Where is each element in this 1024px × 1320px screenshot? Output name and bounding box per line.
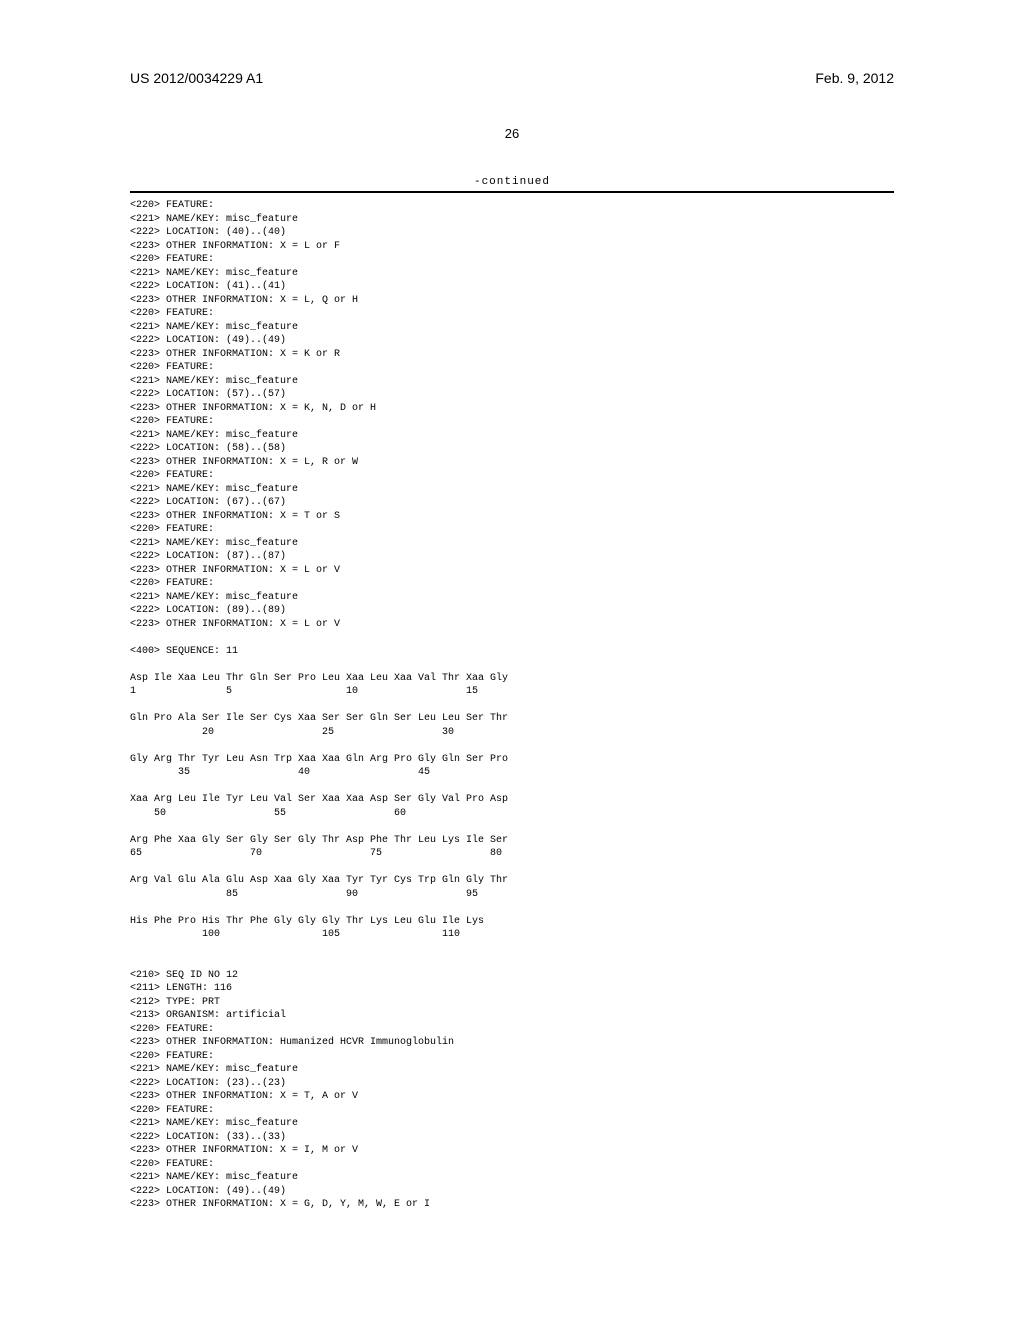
- feature-line: <221> NAME/KEY: misc_feature: [130, 1064, 298, 1075]
- feature-line: <223> OTHER INFORMATION: X = T, A or V: [130, 1091, 358, 1102]
- feature-line: <223> OTHER INFORMATION: X = G, D, Y, M,…: [130, 1199, 430, 1210]
- pub-date: Feb. 9, 2012: [815, 70, 894, 86]
- feature-line: <223> OTHER INFORMATION: X = L or F: [130, 241, 340, 252]
- feature-line: <222> LOCATION: (49)..(49): [130, 1186, 286, 1197]
- feature-line: <220> FEATURE:: [130, 416, 214, 427]
- page-container: US 2012/0034229 A1 Feb. 9, 2012 26 -cont…: [0, 0, 1024, 1252]
- feature-line: <223> OTHER INFORMATION: X = K or R: [130, 349, 340, 360]
- feature-line: <220> FEATURE:: [130, 1159, 214, 1170]
- feature-line: <221> NAME/KEY: misc_feature: [130, 484, 298, 495]
- feature-line: <222> LOCATION: (89)..(89): [130, 605, 286, 616]
- feature-line: <220> FEATURE:: [130, 254, 214, 265]
- feature-line: <221> NAME/KEY: misc_feature: [130, 214, 298, 225]
- feature-line: <222> LOCATION: (33)..(33): [130, 1132, 286, 1143]
- pub-number: US 2012/0034229 A1: [130, 70, 263, 86]
- feature-line: <223> OTHER INFORMATION: X = L, R or W: [130, 457, 358, 468]
- seq12-line: <220> FEATURE:: [130, 1024, 214, 1035]
- feature-line: <223> OTHER INFORMATION: X = T or S: [130, 511, 340, 522]
- seq-aa: Xaa Arg Leu Ile Tyr Leu Val Ser Xaa Xaa …: [130, 794, 508, 805]
- page-number: 26: [130, 126, 894, 141]
- feature-line: <220> FEATURE:: [130, 524, 214, 535]
- seq-aa: His Phe Pro His Thr Phe Gly Gly Gly Thr …: [130, 916, 484, 927]
- feature-line: <220> FEATURE:: [130, 1051, 214, 1062]
- seq-aa: Gln Pro Ala Ser Ile Ser Cys Xaa Ser Ser …: [130, 713, 508, 724]
- continued-label: -continued: [130, 176, 894, 188]
- sequence-header: <400> SEQUENCE: 11: [130, 646, 238, 657]
- seq12-line: <210> SEQ ID NO 12: [130, 970, 238, 981]
- seq-nums: 1 5 10 15: [130, 686, 478, 697]
- seq-aa: Asp Ile Xaa Leu Thr Gln Ser Pro Leu Xaa …: [130, 673, 508, 684]
- feature-line: <221> NAME/KEY: misc_feature: [130, 430, 298, 441]
- feature-line: <220> FEATURE:: [130, 470, 214, 481]
- feature-line: <220> FEATURE:: [130, 200, 214, 211]
- feature-line: <223> OTHER INFORMATION: X = L, Q or H: [130, 295, 358, 306]
- feature-line: <223> OTHER INFORMATION: X = I, M or V: [130, 1145, 358, 1156]
- seq-aa: Arg Val Glu Ala Glu Asp Xaa Gly Xaa Tyr …: [130, 875, 508, 886]
- feature-line: <222> LOCATION: (58)..(58): [130, 443, 286, 454]
- feature-line: <220> FEATURE:: [130, 1105, 214, 1116]
- feature-line: <222> LOCATION: (87)..(87): [130, 551, 286, 562]
- feature-line: <222> LOCATION: (49)..(49): [130, 335, 286, 346]
- seq12-line: <213> ORGANISM: artificial: [130, 1010, 286, 1021]
- seq12-line: <212> TYPE: PRT: [130, 997, 220, 1008]
- feature-line: <222> LOCATION: (67)..(67): [130, 497, 286, 508]
- seq-aa: Arg Phe Xaa Gly Ser Gly Ser Gly Thr Asp …: [130, 835, 508, 846]
- seq-nums: 85 90 95: [130, 889, 478, 900]
- feature-line: <221> NAME/KEY: misc_feature: [130, 592, 298, 603]
- feature-line: <223> OTHER INFORMATION: X = K, N, D or …: [130, 403, 376, 414]
- feature-line: <221> NAME/KEY: misc_feature: [130, 1172, 298, 1183]
- feature-line: <221> NAME/KEY: misc_feature: [130, 376, 298, 387]
- feature-line: <221> NAME/KEY: misc_feature: [130, 268, 298, 279]
- page-header: US 2012/0034229 A1 Feb. 9, 2012: [130, 70, 894, 86]
- seq-nums: 35 40 45: [130, 767, 430, 778]
- seq-nums: 100 105 110: [130, 929, 460, 940]
- feature-line: <221> NAME/KEY: misc_feature: [130, 1118, 298, 1129]
- feature-line: <222> LOCATION: (57)..(57): [130, 389, 286, 400]
- sequence-listing-content: <220> FEATURE: <221> NAME/KEY: misc_feat…: [130, 199, 894, 1212]
- seq12-line: <223> OTHER INFORMATION: Humanized HCVR …: [130, 1037, 454, 1048]
- feature-line: <223> OTHER INFORMATION: X = L or V: [130, 565, 340, 576]
- feature-line: <222> LOCATION: (40)..(40): [130, 227, 286, 238]
- horizontal-rule: [130, 191, 894, 193]
- feature-line: <220> FEATURE:: [130, 578, 214, 589]
- seq-nums: 65 70 75 80: [130, 848, 502, 859]
- feature-line: <221> NAME/KEY: misc_feature: [130, 538, 298, 549]
- seq-nums: 50 55 60: [130, 808, 406, 819]
- feature-line: <223> OTHER INFORMATION: X = L or V: [130, 619, 340, 630]
- seq12-line: <211> LENGTH: 116: [130, 983, 232, 994]
- seq-aa: Gly Arg Thr Tyr Leu Asn Trp Xaa Xaa Gln …: [130, 754, 508, 765]
- feature-line: <220> FEATURE:: [130, 308, 214, 319]
- feature-line: <222> LOCATION: (41)..(41): [130, 281, 286, 292]
- feature-line: <221> NAME/KEY: misc_feature: [130, 322, 298, 333]
- seq-nums: 20 25 30: [130, 727, 454, 738]
- feature-line: <220> FEATURE:: [130, 362, 214, 373]
- feature-line: <222> LOCATION: (23)..(23): [130, 1078, 286, 1089]
